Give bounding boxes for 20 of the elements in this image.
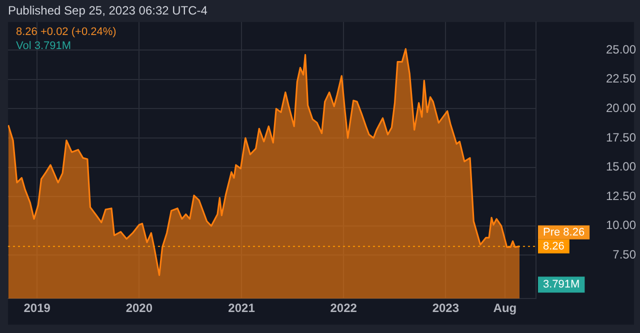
y-tick-label: 15.00 [606, 160, 636, 174]
annotation: Vol 3.791M [16, 40, 72, 52]
y-tick-label: 20.00 [606, 101, 636, 116]
x-tick-label: 2023 [432, 301, 460, 316]
x-tick-label: 2020 [126, 301, 153, 316]
x-tick-label: 2019 [24, 301, 51, 316]
annotation: 8.26 +0.02 (+0.24%) [16, 26, 116, 38]
ref-line-label: 8.26 [543, 240, 564, 252]
chart-title: Published Sep 25, 2023 06:32 UTC-4 [8, 3, 208, 18]
x-tick-label: 2021 [228, 301, 256, 316]
y-tick-label: 25.00 [606, 42, 636, 56]
text: Pre 8.26 [543, 226, 585, 238]
y-tick-label: 17.50 [606, 130, 636, 144]
x-tick-label: Aug [493, 301, 517, 316]
x-tick-label: 2022 [330, 301, 358, 316]
text: 3.791M [543, 278, 580, 291]
y-tick-label: 12.50 [606, 188, 636, 203]
y-tick-label: 10.00 [606, 218, 636, 232]
y-tick-label: 7.50 [612, 248, 636, 262]
y-tick-label: 22.50 [606, 72, 636, 86]
